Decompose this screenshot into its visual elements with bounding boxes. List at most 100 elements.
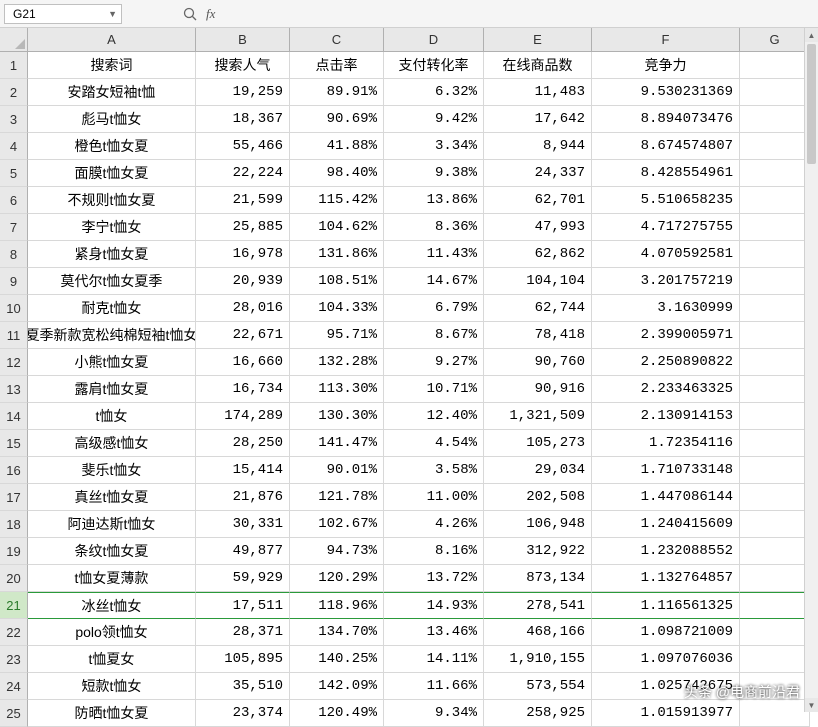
cell[interactable]: 47,993 — [484, 214, 592, 241]
cell[interactable]: 90,916 — [484, 376, 592, 403]
cell[interactable]: 17,511 — [196, 592, 290, 619]
cell[interactable]: 18,367 — [196, 106, 290, 133]
cell[interactable]: 短款t恤女 — [28, 673, 196, 700]
row-header[interactable]: 12 — [0, 349, 28, 376]
cell[interactable]: 89.91% — [290, 79, 384, 106]
cell[interactable]: 62,701 — [484, 187, 592, 214]
cell[interactable]: 120.29% — [290, 565, 384, 592]
select-all-corner[interactable] — [0, 28, 28, 52]
cell[interactable]: 468,166 — [484, 619, 592, 646]
cell[interactable]: 4.26% — [384, 511, 484, 538]
cell[interactable]: 278,541 — [484, 592, 592, 619]
cell[interactable]: 真丝t恤女夏 — [28, 484, 196, 511]
cell[interactable]: 2.250890822 — [592, 349, 740, 376]
cell[interactable] — [740, 619, 810, 646]
col-header-G[interactable]: G — [740, 28, 810, 52]
cell[interactable]: 16,978 — [196, 241, 290, 268]
col-header-D[interactable]: D — [384, 28, 484, 52]
row-header[interactable]: 18 — [0, 511, 28, 538]
cell[interactable]: 1.132764857 — [592, 565, 740, 592]
cell[interactable]: t恤夏女 — [28, 646, 196, 673]
cell[interactable]: 彪马t恤女 — [28, 106, 196, 133]
cell[interactable]: 3.201757219 — [592, 268, 740, 295]
cell[interactable]: 14.93% — [384, 592, 484, 619]
cell[interactable]: 16,734 — [196, 376, 290, 403]
cell[interactable]: 11,483 — [484, 79, 592, 106]
cell[interactable]: 4.070592581 — [592, 241, 740, 268]
cell[interactable] — [740, 79, 810, 106]
cell[interactable]: 8.674574807 — [592, 133, 740, 160]
cell[interactable]: 8.67% — [384, 322, 484, 349]
row-header[interactable]: 15 — [0, 430, 28, 457]
cell[interactable]: 78,418 — [484, 322, 592, 349]
row-header[interactable]: 8 — [0, 241, 28, 268]
cell[interactable] — [740, 241, 810, 268]
row-header[interactable]: 3 — [0, 106, 28, 133]
cell[interactable]: 竞争力 — [592, 52, 740, 79]
cell[interactable]: 支付转化率 — [384, 52, 484, 79]
cell[interactable] — [740, 592, 810, 619]
cell[interactable]: 8.894073476 — [592, 106, 740, 133]
row-header[interactable]: 17 — [0, 484, 28, 511]
cell[interactable]: 防晒t恤女夏 — [28, 700, 196, 727]
cell[interactable]: 1.232088552 — [592, 538, 740, 565]
cell[interactable]: 132.28% — [290, 349, 384, 376]
cell[interactable]: 62,744 — [484, 295, 592, 322]
cell[interactable]: 2.130914153 — [592, 403, 740, 430]
cell[interactable]: 21,599 — [196, 187, 290, 214]
cell[interactable]: 573,554 — [484, 673, 592, 700]
cell[interactable]: 120.49% — [290, 700, 384, 727]
cell[interactable]: 90.69% — [290, 106, 384, 133]
cell[interactable]: 冰丝t恤女 — [28, 592, 196, 619]
row-header[interactable]: 5 — [0, 160, 28, 187]
row-header[interactable]: 10 — [0, 295, 28, 322]
cell[interactable]: 22,671 — [196, 322, 290, 349]
cell[interactable]: 104.33% — [290, 295, 384, 322]
cell[interactable]: 11.66% — [384, 673, 484, 700]
cell[interactable]: 873,134 — [484, 565, 592, 592]
cell[interactable]: 3.58% — [384, 457, 484, 484]
cell[interactable]: 高级感t恤女 — [28, 430, 196, 457]
row-header[interactable]: 16 — [0, 457, 28, 484]
cell[interactable]: 李宁t恤女 — [28, 214, 196, 241]
cell[interactable] — [740, 538, 810, 565]
cell[interactable]: 28,250 — [196, 430, 290, 457]
col-header-A[interactable]: A — [28, 28, 196, 52]
cell[interactable]: 41.88% — [290, 133, 384, 160]
cell[interactable]: 25,885 — [196, 214, 290, 241]
cell[interactable]: 90,760 — [484, 349, 592, 376]
cell[interactable]: 11.00% — [384, 484, 484, 511]
cell[interactable]: 夏季新款宽松纯棉短袖t恤女 — [28, 322, 196, 349]
cell[interactable] — [740, 565, 810, 592]
scroll-up-button[interactable]: ▲ — [805, 28, 818, 42]
cell[interactable]: 3.1630999 — [592, 295, 740, 322]
cell[interactable]: 142.09% — [290, 673, 384, 700]
row-header[interactable]: 7 — [0, 214, 28, 241]
cell[interactable] — [740, 295, 810, 322]
cell[interactable] — [740, 133, 810, 160]
cell[interactable]: 118.96% — [290, 592, 384, 619]
cell[interactable] — [740, 484, 810, 511]
cell[interactable]: 95.71% — [290, 322, 384, 349]
row-header[interactable]: 13 — [0, 376, 28, 403]
cell[interactable]: 8,944 — [484, 133, 592, 160]
cell[interactable]: 耐克t恤女 — [28, 295, 196, 322]
cell[interactable]: 8.16% — [384, 538, 484, 565]
cell[interactable]: 1.097076036 — [592, 646, 740, 673]
row-header[interactable]: 9 — [0, 268, 28, 295]
name-box[interactable]: G21 ▼ — [4, 4, 122, 24]
cell[interactable]: 14.67% — [384, 268, 484, 295]
row-header[interactable]: 6 — [0, 187, 28, 214]
cell[interactable]: 105,273 — [484, 430, 592, 457]
cell[interactable] — [740, 430, 810, 457]
cell[interactable]: 130.30% — [290, 403, 384, 430]
cell[interactable]: 1.72354116 — [592, 430, 740, 457]
cell[interactable]: 露肩t恤女夏 — [28, 376, 196, 403]
cell[interactable]: 4.717275755 — [592, 214, 740, 241]
cell[interactable]: 202,508 — [484, 484, 592, 511]
cell[interactable]: 105,895 — [196, 646, 290, 673]
cell[interactable]: 134.70% — [290, 619, 384, 646]
cell[interactable]: 28,016 — [196, 295, 290, 322]
cell[interactable]: 98.40% — [290, 160, 384, 187]
cell[interactable]: 2.233463325 — [592, 376, 740, 403]
